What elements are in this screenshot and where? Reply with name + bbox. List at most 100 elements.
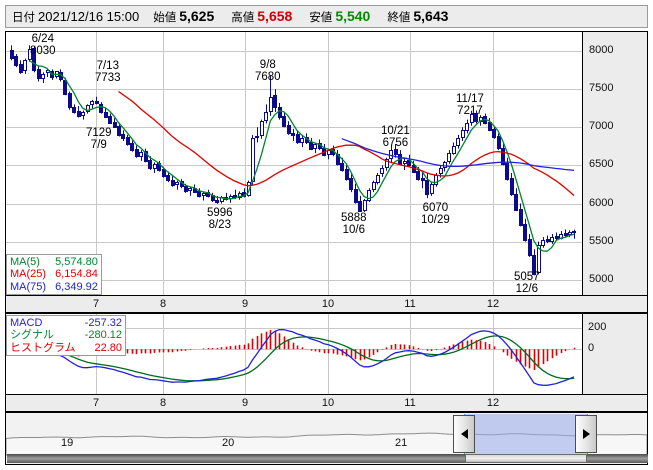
quote-date-label: 日付 [12,11,35,24]
macd-x-axis-tick: 9 [241,397,249,409]
price-x-axis-tick: 9 [241,298,249,310]
quote-date-value: 2021/12/16 15:00 [38,8,140,24]
legend-row: ヒストグラム 22.80 [10,342,122,354]
legend-series-value: -280.12 [84,329,122,342]
legend-series-name: MA(25) [10,268,47,281]
legend-series-name: MACD [10,317,43,329]
ma-legend-table: MA(5) 5,574.80 MA(25) 6,154.84 MA(75) 6,349.9… [10,256,98,293]
quote-close-value: 5,643 [413,8,449,24]
quote-open-label: 始値 [153,12,177,24]
price-annotation: 5057 12/6 [514,271,540,295]
price-annotation: 6070 10/29 [421,202,450,226]
annotation-price: 5996 [207,207,233,219]
price-annotation: 10/21 6756 [381,125,410,149]
macd-x-axis-tick: 11 [404,397,416,409]
quote-close-group: 終値 5,643 [387,8,448,25]
quote-high-label: 高値 [231,12,255,24]
annotation-price: 7129 [86,127,112,139]
macd-legend: MACD -257.32 シグナル -280.12 ヒストグラム 22.80 [6,315,126,357]
quote-high-value: 5,658 [257,8,293,24]
annotation-price: 6070 [422,202,449,214]
annotation-date: 6/24 [31,33,54,45]
annotation-date: 11/17 [456,93,484,105]
quote-date-group: 日付 2021/12/16 15:00 [12,9,139,25]
price-axis-tick: 7000 [589,120,614,133]
annotation-date: 7/9 [90,138,107,151]
legend-series-value: -257.32 [84,317,122,329]
price-x-axis-tick: 10 [321,298,335,310]
navigator-year-tick: 20 [222,437,235,449]
annotation-price: 7217 [457,104,483,117]
moving-average-legend: MA(5) 5,574.80 MA(25) 6,154.84 MA(75) 6,349.9… [6,254,102,296]
left-arrow-icon [460,429,468,439]
legend-row: シグナル -280.12 [10,329,122,341]
price-chart-canvas [6,32,582,295]
annotation-date: 9/8 [259,59,276,71]
legend-series-value: 5,574.80 [55,256,98,268]
annotation-price: 7733 [95,71,121,84]
navigator-scrollbar-thumb[interactable] [465,454,588,463]
annotation-price: 8030 [30,44,56,57]
quote-high-group: 高値 5,658 [231,8,292,25]
quote-low-label: 安値 [309,12,333,24]
quote-low-value: 5,540 [335,8,371,24]
legend-series-name: ヒストグラム [10,341,76,354]
price-axis-tick: 6500 [589,158,614,171]
macd-x-axis-tick: 8 [159,397,167,409]
annotation-price: 7680 [255,70,281,83]
annotation-price: 5057 [514,271,540,283]
macd-legend-table: MACD -257.32 シグナル -280.12 ヒストグラム 22.80 [10,317,122,354]
price-annotation: 11/17 7217 [456,93,484,117]
quote-bar: 日付 2021/12/16 15:00 始値 5,625 高値 5,658 安値… [5,5,648,28]
legend-row: MA(25) 6,154.84 [10,268,98,280]
legend-series-name: シグナル [10,329,54,342]
navigator-selection[interactable] [464,414,589,454]
legend-row: MA(5) 5,574.80 [10,256,98,268]
macd-x-axis: 7 8 9 10 11 12 [5,395,648,412]
price-annotation: 7129 7/9 [86,127,112,151]
navigator-right-handle[interactable] [575,415,598,453]
macd-x-axis-tick: 7 [92,397,100,409]
price-annotation: 9/8 7680 [255,59,281,83]
price-x-axis-tick: 7 [92,298,100,310]
legend-series-value: 22.80 [94,341,122,354]
quote-low-group: 安値 5,540 [309,8,370,25]
legend-row: MA(75) 6,349.92 [10,281,98,293]
legend-series-name: MA(5) [10,256,40,268]
macd-x-axis-tick: 10 [321,397,335,409]
price-x-axis-tick: 12 [486,298,500,310]
navigator-year-tick: 19 [61,437,74,449]
macd-chart-canvas [6,314,582,394]
price-x-axis-tick: 8 [159,298,167,310]
price-axis-tick: 6000 [589,196,614,209]
price-x-axis: 7 8 9 10 11 12 [5,296,648,313]
price-axis-tick: 5500 [589,234,614,247]
navigator-year-tick: 21 [395,437,408,449]
legend-row: MACD -257.32 [10,317,122,329]
macd-axis-tick: 0 [588,342,595,355]
price-chart-panel[interactable] [5,31,583,296]
macd-x-axis-tick: 12 [486,397,500,409]
macd-axis-tick: 200 [588,320,607,333]
navigator-left-handle[interactable] [453,415,476,453]
annotation-date: 10/21 [381,125,410,137]
range-navigator[interactable]: 19 20 21 [5,412,648,465]
price-annotation: 6/24 8030 [30,33,56,57]
annotation-date: 7/13 [96,60,119,72]
price-x-axis-tick: 11 [404,298,416,310]
annotation-price: 5888 [341,212,367,224]
navigator-scrollbar-track[interactable] [7,454,648,463]
price-annotation: 7/13 7733 [95,60,121,84]
legend-series-name: MA(75) [10,280,47,293]
annotation-date: 10/6 [342,223,365,236]
legend-series-value: 6,154.84 [55,268,98,281]
annotation-price: 6756 [382,136,409,149]
annotation-date: 8/23 [208,218,231,231]
price-y-axis: 8000 7500 7000 6500 6000 5500 5000 [583,31,648,296]
price-annotation: 5888 10/6 [341,212,367,236]
annotation-date: 12/6 [515,282,538,295]
legend-series-value: 6,349.92 [55,280,98,293]
quote-open-group: 始値 5,625 [153,8,214,25]
price-axis-tick: 7500 [589,82,614,95]
